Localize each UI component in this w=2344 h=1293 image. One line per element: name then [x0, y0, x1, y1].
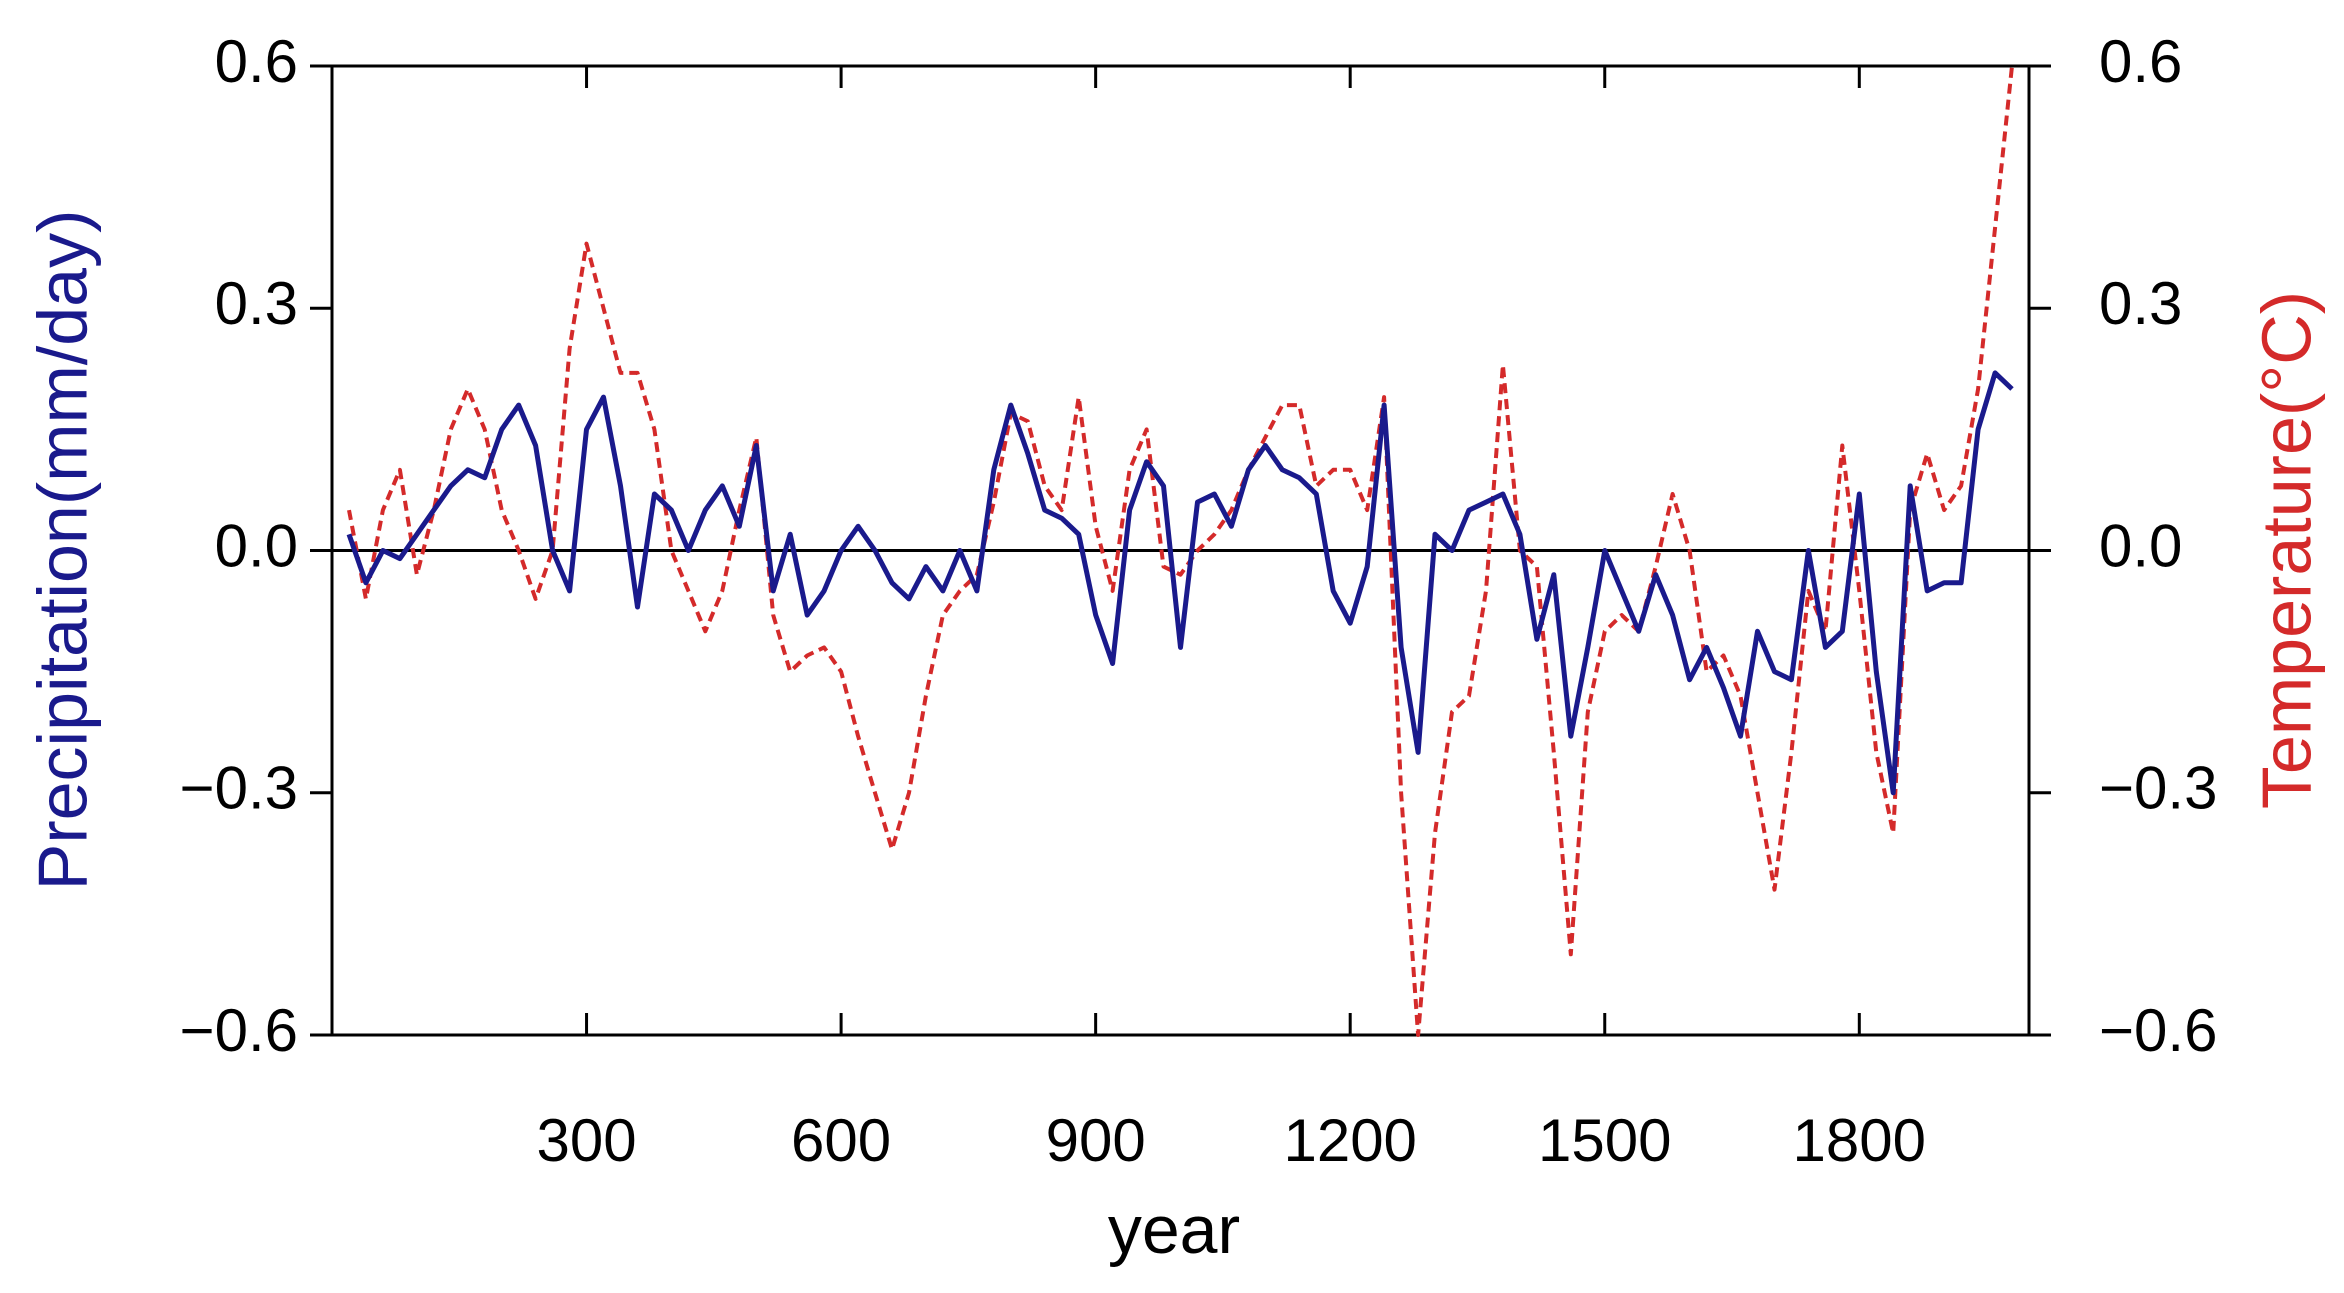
- y2-tick-label: 0.0: [2099, 512, 2182, 579]
- series-line: [346, 370, 2014, 796]
- y2-tick-label: −0.3: [2099, 755, 2217, 822]
- x-axis-title: year: [1108, 1192, 1240, 1268]
- x-tick-label: 300: [536, 1107, 636, 1174]
- series-line: [347, 65, 2014, 1037]
- y-tick-label: 0.6: [215, 28, 298, 95]
- x-tick-label: 900: [1046, 1107, 1146, 1174]
- y2-tick-label: −0.6: [2099, 997, 2217, 1064]
- y-tick-label: 0.3: [215, 270, 298, 337]
- y-axis-title: Precipitation(mm/day): [23, 210, 101, 891]
- y2-tick-label: 0.3: [2099, 270, 2182, 337]
- y2-axis-title: Temperature(°C): [2247, 291, 2325, 809]
- y-tick-label: −0.3: [180, 755, 298, 822]
- x-tick-label: 1500: [1538, 1107, 1671, 1174]
- y2-tick-label: 0.6: [2099, 28, 2182, 95]
- y-tick-label: 0.0: [215, 512, 298, 579]
- x-tick-label: 1200: [1283, 1107, 1416, 1174]
- x-tick-label: 1800: [1793, 1107, 1926, 1174]
- x-tick-label: 600: [791, 1107, 891, 1174]
- y-tick-label: −0.6: [180, 997, 298, 1064]
